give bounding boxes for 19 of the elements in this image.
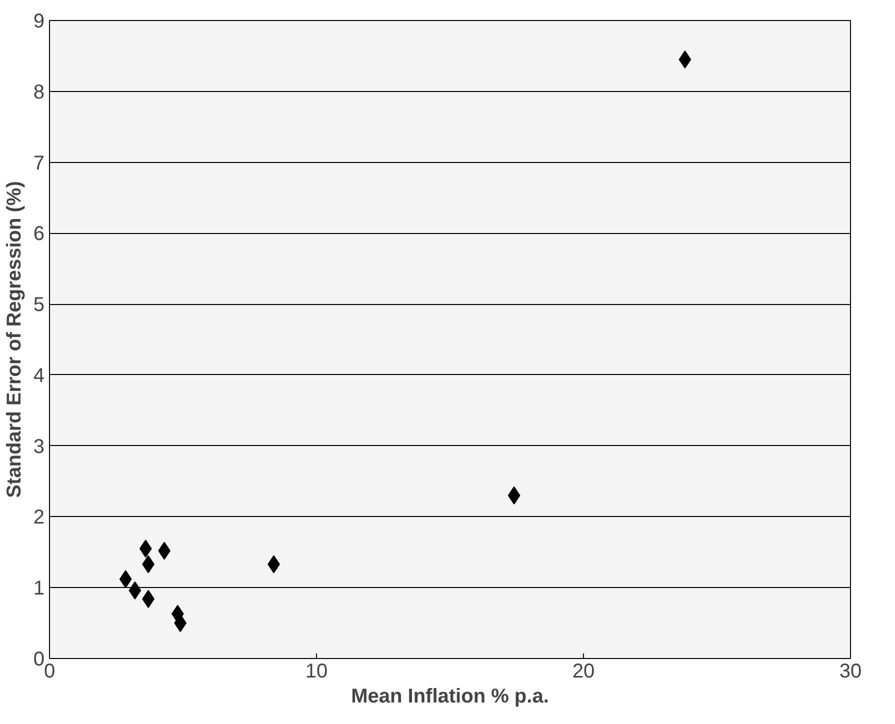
x-tick-label: 20 — [572, 660, 595, 682]
y-tick-label: 1 — [33, 578, 44, 600]
point — [508, 486, 520, 504]
y-tick-label: 7 — [33, 152, 44, 174]
y-tick-label: 6 — [33, 223, 44, 246]
y-tick-label: 3 — [33, 436, 44, 458]
y-tick-label: 5 — [33, 294, 44, 316]
point — [139, 540, 152, 558]
y-tick-label: 4 — [33, 364, 44, 387]
y-tick-label: 9 — [33, 10, 44, 32]
point — [678, 50, 692, 68]
y-tick-label: 8 — [33, 81, 44, 104]
x-tick-label: 30 — [839, 660, 862, 682]
x-tick-label: 10 — [305, 660, 328, 682]
y-axis-title: Standard Error of Regression (%) — [3, 181, 26, 498]
y-tick-label: 2 — [33, 506, 44, 529]
x-axis-title: Mean Inflation % p.a. — [351, 686, 549, 708]
point — [128, 581, 142, 600]
point — [119, 570, 132, 588]
